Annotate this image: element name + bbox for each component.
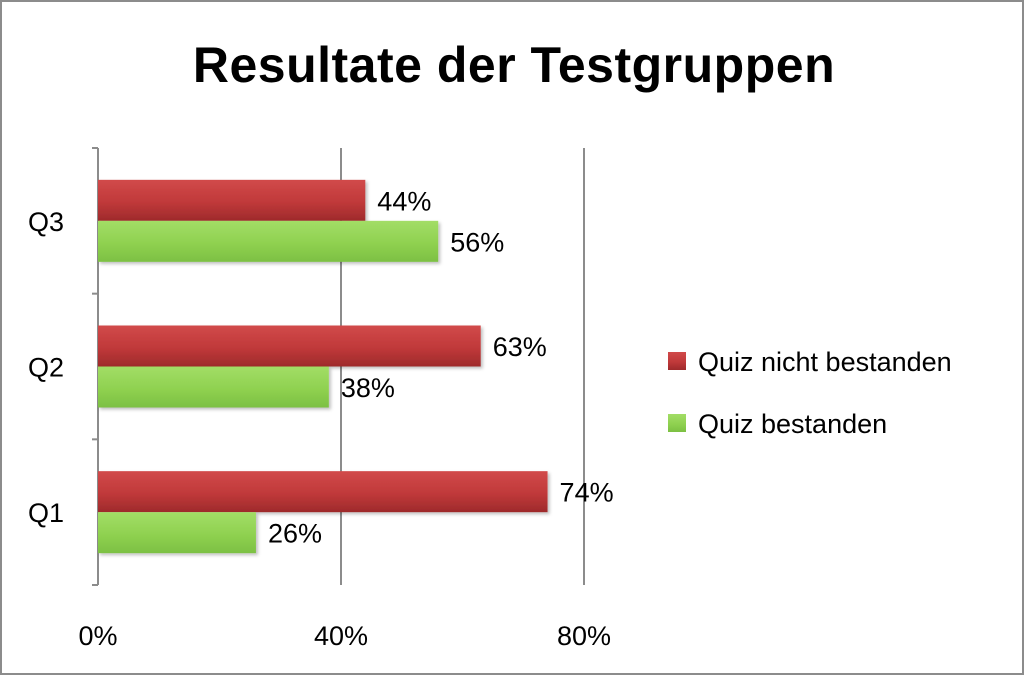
data-label: 44% — [377, 186, 431, 216]
bar-quiz-nicht-bestanden — [98, 471, 548, 513]
data-label: 56% — [450, 227, 504, 257]
legend-swatch — [668, 414, 686, 432]
data-label: 63% — [493, 332, 547, 362]
legend-label: Quiz bestanden — [698, 409, 887, 439]
x-tick-label: 40% — [314, 621, 368, 651]
x-tick-label: 0% — [78, 621, 117, 651]
data-label: 26% — [268, 519, 322, 549]
bar-quiz-nicht-bestanden — [98, 179, 366, 221]
legend-label: Quiz nicht bestanden — [698, 347, 952, 377]
chart-title: Resultate der Testgruppen — [192, 37, 836, 93]
x-tick-label: 80% — [557, 621, 611, 651]
data-label: 38% — [341, 373, 395, 403]
data-label: 74% — [560, 478, 614, 508]
bar-quiz-bestanden — [98, 366, 329, 408]
legend-swatch — [668, 352, 686, 370]
bar-quiz-bestanden — [98, 220, 439, 262]
bar-quiz-nicht-bestanden — [98, 325, 481, 367]
category-label: Q1 — [28, 498, 64, 528]
bar-quiz-bestanden — [98, 512, 256, 554]
category-label: Q3 — [28, 207, 64, 237]
category-label: Q2 — [28, 353, 64, 383]
